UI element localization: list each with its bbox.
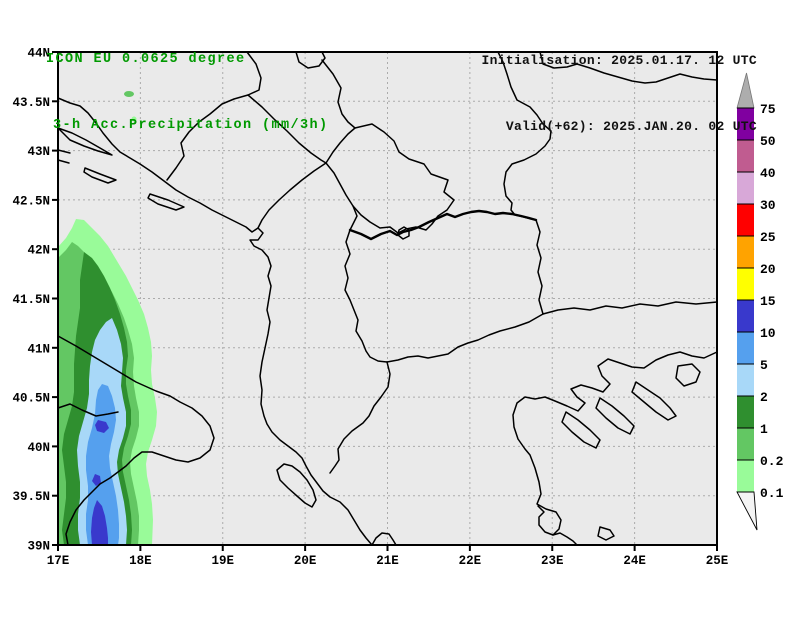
colorbar-segment [737,332,754,364]
colorbar-label: 0.2 [760,454,784,469]
coast-italy-inlet [57,403,119,417]
valid-time: Valid(+62): 2025.JAN.20. 02 UTC [505,119,757,134]
colorbar-arrow-bottom [736,491,758,531]
border-kosovo-albania [349,205,358,231]
lon-label: 21E [376,554,399,568]
run-info-block: Initialisation: 2025.01.17. 12 UTC Valid… [482,6,757,160]
border-albania-macedonia [344,229,388,363]
rain-5-10 [86,384,119,545]
coast-volos-tail [552,532,578,546]
colorbar-label: 2 [760,390,768,405]
precipitation-shading [58,91,157,545]
rain-speck [131,116,137,122]
rain-speck [124,91,134,97]
colorbar-segment [737,396,754,428]
colorbar-segment [737,236,754,268]
lat-label: 41.5N [12,293,50,307]
lat-label: 43.5N [12,96,50,110]
colorbar-segment [737,140,754,172]
lat-label: 40.5N [12,392,50,406]
coastlines-and-borders [57,51,718,546]
border-montenegro-albania [257,162,327,229]
island-sporades [597,526,615,541]
border-greece-north [386,301,718,363]
colorbar-label: 15 [760,294,776,309]
peninsula-sithonia [595,397,635,435]
rain-10-15-a [95,420,109,433]
lon-label: 18E [129,554,152,568]
border-bosnia-serbia-loop [295,51,326,69]
axis-labels: 44N 43.5N 43N 42.5N 42N 41.5N 41N 40.5N 40N 39.5N… [12,47,728,569]
peninsula-kassandra [561,411,601,449]
lat-label: 42N [27,244,50,258]
rain-10-15-c [91,500,108,545]
lon-label: 24E [623,554,646,568]
border-croatia-bosnia [166,51,262,181]
border-macedonia-north [348,209,538,241]
island-sliver-1 [57,149,71,154]
lat-label: 39.5N [12,490,50,504]
coast-croatia-montenegro-albania [57,97,373,546]
peninsula-athos [631,381,677,421]
colorbar-label: 0.1 [760,486,784,501]
coast-italy-heel [57,335,215,546]
title-block: ICON EU 0.0625 degree 3-h Acc.Precipitat… [46,5,329,159]
initialisation-time: Initialisation: 2025.01.17. 12 UTC [481,53,757,68]
lon-label: 25E [706,554,729,568]
colorbar-label: 1 [760,422,768,437]
gridlines [58,52,717,545]
colorbar-label: 75 [760,102,776,117]
color-scale: 75 50 40 30 25 20 15 10 5 2 1 0.2 0.1 [736,72,784,531]
border-macedonia-bulgaria [535,219,544,315]
lat-label: 40N [27,441,50,455]
border-serbia-west [321,59,356,129]
lon-label: 17E [47,554,70,568]
colorbar-label: 20 [760,262,776,277]
lon-label: 19E [211,554,234,568]
colorbar-segment [737,172,754,204]
colorbar-segment [737,364,754,396]
lon-label: 22E [459,554,482,568]
island-korcula [83,167,117,184]
lon-label: 20E [294,554,317,568]
rain-10-15-b [92,474,101,486]
variable-title: 3-h Acc.Precipitation (mm/3h) [53,118,329,133]
colorbar-label: 40 [760,166,776,181]
island-sliver-2 [57,159,70,164]
island-thasos [675,363,701,387]
border-bosnia-montenegro [247,94,327,164]
model-title: ICON EU 0.0625 degree [46,52,246,67]
colorbar-segment [737,268,754,300]
river-danube-border [539,51,718,84]
lon-label: 23E [541,554,564,568]
lat-label: 39N [27,540,50,554]
island-mljet [147,193,185,211]
lat-label: 44N [27,47,50,61]
colorbar-label: 30 [760,198,776,213]
coast-aegean [512,351,718,536]
island-peljesac [57,127,113,156]
border-serbia-bulgaria [497,51,552,221]
colorbar-segment [737,204,754,236]
colorbar-segment [737,460,754,492]
axis-ticks [52,51,718,551]
colorbar-label: 5 [760,358,768,373]
coast-greece-west-bump [371,532,397,546]
colorbar-segment [737,108,754,140]
island-corfu [276,463,317,508]
border-enclave [397,226,410,240]
lat-label: 42.5N [12,194,50,208]
lat-label: 41N [27,342,50,356]
colorbar-label: 10 [760,326,776,341]
border-albania-greece [329,361,391,474]
colorbar-segment [737,300,754,332]
colorbar-label: 50 [760,134,776,149]
colorbar-label: 25 [760,230,776,245]
colorbar-segment [737,428,754,460]
lat-label: 43N [27,145,50,159]
